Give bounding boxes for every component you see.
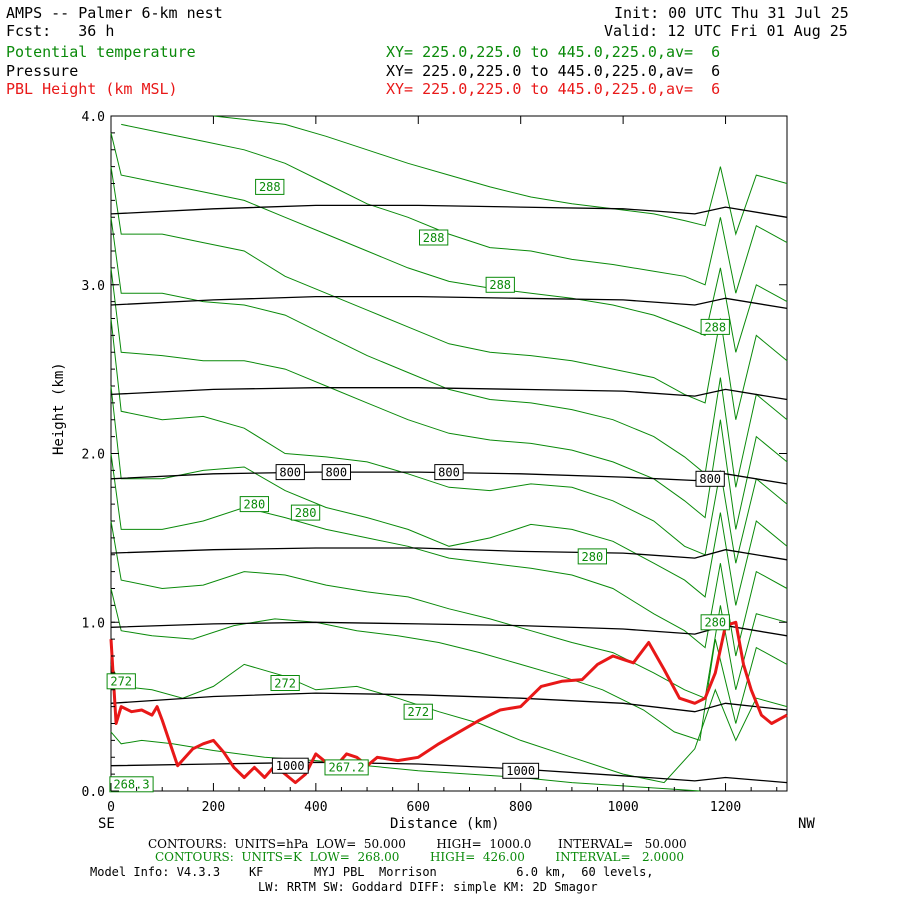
chart-title: AMPS -- Palmer 6-km nest [6, 4, 223, 22]
contour-label: 288 [489, 278, 511, 292]
x-tick-label: 0 [107, 800, 115, 815]
theta-contour-line [110, 166, 788, 420]
field-label-pbl: PBL Height (km MSL) [6, 80, 178, 98]
y-axis-label: Height (km) [51, 362, 67, 455]
axes: 0 200 400 600 800 1000 1200 0.0 1.0 2.0 3.0 4.0 [82, 110, 787, 815]
contour-label: 272 [274, 676, 296, 690]
contour-label: 800 [699, 472, 721, 486]
pressure-contour-line [110, 295, 788, 310]
theta-contour-line [213, 115, 788, 236]
contour-label-box [577, 548, 608, 565]
pbl-series [109, 620, 788, 785]
contour-label-box [502, 762, 540, 779]
footer-contours-theta: CONTOURS: UNITS=K LOW= 268.00 HIGH= 426.… [155, 850, 684, 864]
contour-label-box [434, 464, 464, 481]
field-label-pressure: Pressure [6, 62, 79, 80]
contour-label: 288 [423, 231, 445, 245]
theta-contour-line [110, 520, 788, 699]
theta-contour-line [110, 217, 788, 488]
pbl-height-line [109, 620, 788, 785]
forecast-hour: Fcst: 36 h [6, 22, 115, 40]
footer-model-info: Model Info: V4.3.3 KF MYJ PBL Morrison 6… [90, 865, 654, 879]
theta-contour-line [110, 267, 788, 530]
contour-label: 280 [704, 616, 726, 630]
contour-label-box [403, 703, 433, 720]
contour-label: 288 [259, 180, 281, 194]
y-tick-label: 0.0 [82, 785, 105, 800]
contour-label-box [275, 464, 305, 481]
contour-labels: 272 272 272 280 280 280 280 288 288 288 288 268.3 26… [106, 178, 730, 793]
contour-label: 272 [110, 675, 132, 689]
y-tick-label: 4.0 [82, 110, 105, 125]
pressure-contour-line [110, 547, 788, 561]
theta-contours [110, 115, 788, 792]
contour-label-box [290, 504, 321, 521]
theta-contour-line [110, 385, 788, 606]
field-xy-pressure: XY= 225.0,225.0 to 445.0,225.0,av= 6 [386, 62, 721, 80]
contour-label-box [695, 470, 725, 487]
theta-contour-line [121, 123, 788, 294]
contour-label: 280 [582, 550, 604, 564]
pressure-contour-line [110, 692, 788, 713]
x-axis-label: Distance (km) [390, 816, 500, 832]
x-end-right: NW [798, 816, 815, 832]
contour-label: 800 [325, 465, 347, 479]
field-xy-pbl: XY= 225.0,225.0 to 445.0,225.0,av= 6 [386, 80, 721, 98]
pressure-contours [110, 204, 788, 784]
contour-label-box [255, 178, 285, 195]
y-tick-label: 1.0 [82, 616, 105, 631]
theta-contour-line [110, 588, 788, 742]
contour-label: 267.2 [329, 761, 365, 775]
contour-label-box [106, 673, 136, 690]
contour-label-box [324, 759, 369, 776]
x-tick-label: 200 [202, 800, 225, 815]
valid-time: Valid: 12 UTC Fri 01 Aug 25 [604, 22, 848, 40]
contour-label: 1000 [506, 764, 535, 778]
x-end-left: SE [98, 816, 115, 832]
footer-physics: LW: RRTM SW: Goddard DIFF: simple KM: 2D… [258, 880, 598, 894]
contour-label: 272 [407, 705, 429, 719]
contour-label: 800 [279, 465, 301, 479]
contour-label-box [270, 675, 300, 691]
contour-label-box [239, 496, 269, 513]
contour-label-box [271, 757, 309, 774]
contour-label-box [700, 318, 730, 335]
x-tick-label: 1200 [710, 800, 741, 815]
footer-contours-pressure: CONTOURS: UNITS=hPa LOW= 50.000 HIGH= 10… [148, 837, 687, 851]
y-tick-label: 2.0 [82, 448, 105, 463]
contour-label-box [109, 776, 154, 793]
theta-contour-line [110, 318, 788, 564]
theta-contour-line [110, 663, 788, 784]
x-tick-label: 400 [304, 800, 327, 815]
field-label-theta: Potential temperature [6, 43, 196, 61]
theta-contour-line [110, 453, 788, 657]
contour-label: 800 [438, 465, 460, 479]
x-tick-label: 600 [407, 800, 430, 815]
y-tick-label: 3.0 [82, 279, 105, 294]
x-tick-label: 800 [509, 800, 532, 815]
field-xy-theta: XY= 225.0,225.0 to 445.0,225.0,av= 6 [386, 43, 721, 61]
contour-label-box [419, 229, 449, 246]
pressure-contour-line [110, 204, 788, 218]
init-time: Init: 00 UTC Thu 31 Jul 25 [614, 4, 849, 22]
pressure-contour-line [110, 387, 788, 401]
contour-label-box [700, 614, 730, 631]
x-tick-label: 1000 [607, 800, 638, 815]
contour-label-box [321, 464, 352, 481]
contour-label: 1000 [276, 759, 305, 773]
contour-label: 280 [244, 497, 266, 511]
contour-label: 268.3 [113, 778, 149, 792]
contour-label: 288 [704, 320, 726, 334]
contour-label: 280 [295, 506, 317, 520]
contour-label-box [485, 276, 515, 293]
